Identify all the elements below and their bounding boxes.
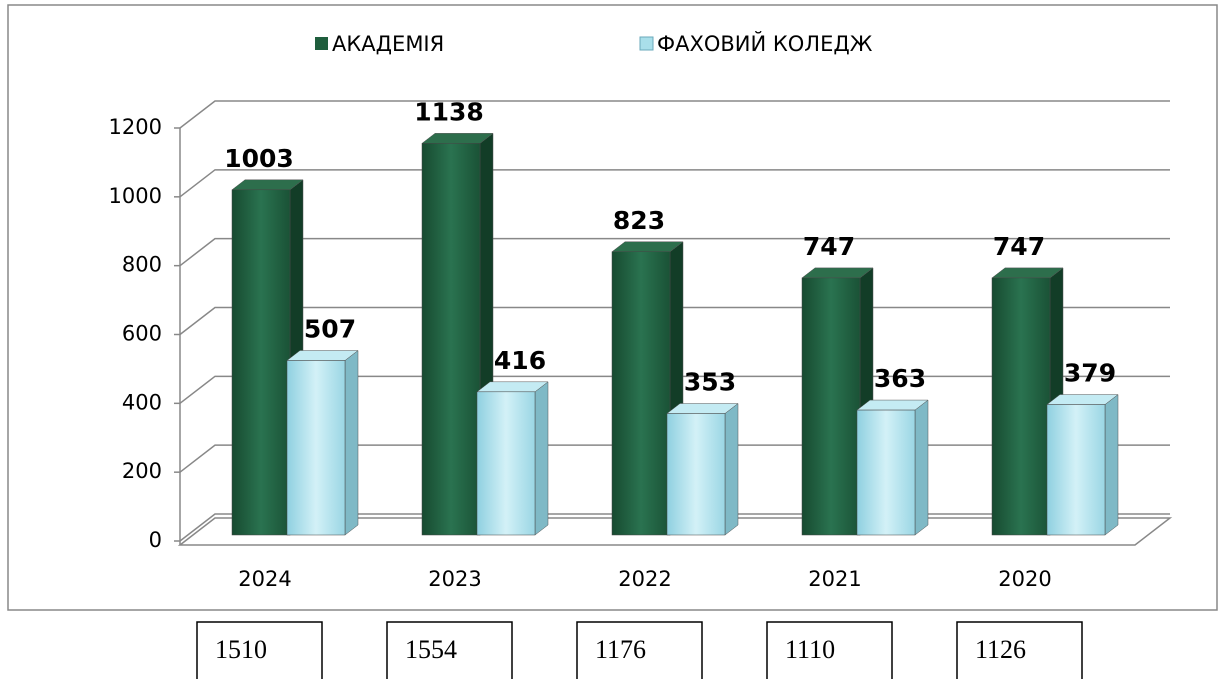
value-label: 507 (304, 315, 356, 344)
bar-top (231, 179, 304, 191)
value-label: 1138 (414, 97, 484, 126)
bar-top (1046, 394, 1119, 405)
legend-label: ФАХОВИЙ КОЛЕДЖ (657, 31, 873, 56)
total-box (386, 621, 513, 679)
y-tick-label: 1200 (109, 115, 162, 139)
bar-top (286, 350, 359, 361)
bar (286, 360, 346, 536)
bar-top (856, 399, 929, 411)
bar-top (801, 267, 874, 279)
bar (421, 143, 481, 536)
bar-top (666, 403, 739, 414)
bar-side (534, 381, 549, 536)
x-tick-label: 2024 (238, 567, 291, 591)
bar (991, 277, 1051, 536)
bar-top (476, 381, 549, 393)
floor (177, 517, 1173, 546)
value-label: 416 (494, 346, 546, 375)
value-label: 1003 (224, 144, 294, 173)
y-tick-label: 600 (122, 322, 162, 346)
y-tick-label: 400 (122, 390, 162, 414)
total-label: 1126 (975, 635, 1026, 664)
grid-line (179, 169, 1170, 198)
x-tick-label: 2021 (808, 567, 861, 591)
legend-swatch (639, 36, 654, 51)
y-tick-label: 0 (149, 528, 162, 552)
bar-side (914, 399, 929, 536)
value-label: 363 (874, 364, 926, 393)
bar (856, 409, 916, 536)
value-label: 747 (993, 232, 1045, 261)
bar (666, 413, 726, 536)
total-box (956, 621, 1083, 679)
total-label: 1110 (785, 635, 835, 664)
total-box (766, 621, 893, 679)
bar-top (991, 267, 1064, 279)
bar-top (421, 133, 494, 144)
bar-side (724, 403, 739, 536)
value-label: 747 (803, 232, 855, 261)
x-tick-label: 2023 (428, 567, 481, 591)
bar (1046, 404, 1106, 536)
total-box (576, 621, 703, 679)
value-label: 379 (1064, 359, 1116, 388)
bar (611, 251, 671, 536)
y-tick-label: 800 (122, 253, 162, 277)
x-tick-label: 2020 (998, 567, 1051, 591)
bar-top (611, 241, 684, 253)
legend-label: АКАДЕМІЯ (332, 32, 444, 56)
grid-line (179, 100, 1170, 129)
total-label: 1176 (595, 635, 646, 664)
bar (476, 391, 536, 536)
y-tick-label: 1000 (109, 184, 162, 208)
value-label: 823 (613, 206, 665, 235)
y-tick-label: 200 (122, 459, 162, 483)
bar (231, 189, 291, 536)
x-tick-label: 2022 (618, 567, 671, 591)
bar-side (1104, 394, 1119, 536)
value-label: 353 (684, 368, 736, 397)
bar (801, 277, 861, 536)
total-label: 1510 (215, 635, 267, 664)
total-box (196, 621, 323, 679)
grid-line (179, 237, 1170, 267)
total-label: 1554 (405, 635, 457, 664)
bar-side (344, 349, 359, 536)
legend-swatch (315, 37, 328, 50)
